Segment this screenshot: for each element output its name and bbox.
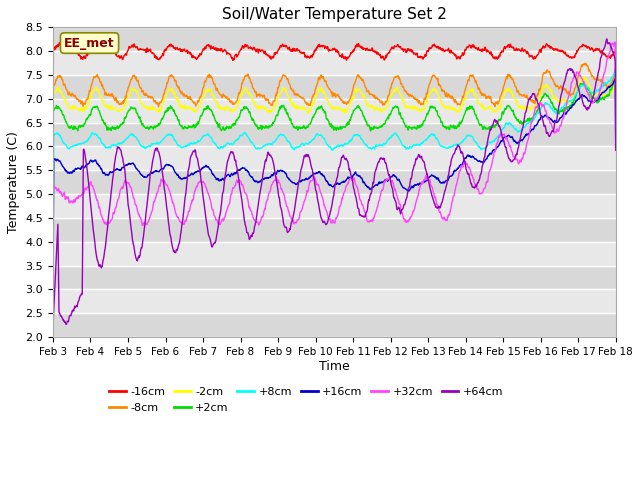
-8cm — [310, 92, 317, 97]
X-axis label: Time: Time — [319, 360, 349, 372]
-2cm — [310, 99, 317, 105]
+32cm — [116, 192, 124, 198]
+2cm — [93, 104, 100, 110]
+64cm — [116, 144, 124, 150]
-2cm — [116, 108, 124, 114]
Line: +32cm: +32cm — [53, 42, 616, 267]
-16cm — [300, 49, 308, 55]
Bar — [53, 146, 616, 170]
+8cm — [93, 132, 100, 138]
+16cm — [310, 170, 317, 176]
+64cm — [288, 219, 296, 225]
+32cm — [369, 217, 377, 223]
-2cm — [288, 100, 296, 106]
+8cm — [612, 142, 620, 147]
+8cm — [369, 144, 377, 150]
-8cm — [300, 96, 307, 101]
+2cm — [611, 76, 619, 82]
+16cm — [611, 76, 619, 82]
-2cm — [369, 105, 377, 111]
-2cm — [49, 262, 57, 268]
Bar — [53, 242, 616, 265]
+32cm — [310, 175, 317, 180]
+64cm — [49, 356, 57, 362]
-8cm — [612, 67, 620, 73]
+8cm — [611, 68, 619, 74]
-8cm — [116, 102, 124, 108]
Bar — [53, 122, 616, 146]
-16cm — [612, 46, 620, 51]
+2cm — [612, 76, 620, 82]
+16cm — [288, 179, 296, 185]
Legend: -16cm, -8cm, -2cm, +2cm, +8cm, +16cm, +32cm, +64cm: -16cm, -8cm, -2cm, +2cm, +8cm, +16cm, +3… — [104, 383, 508, 417]
Line: +16cm: +16cm — [53, 79, 616, 296]
-2cm — [300, 104, 307, 110]
+32cm — [288, 216, 296, 222]
-8cm — [93, 73, 100, 79]
+16cm — [612, 137, 620, 143]
+16cm — [49, 293, 57, 299]
+16cm — [116, 167, 124, 173]
Line: -8cm: -8cm — [53, 63, 616, 259]
Text: EE_met: EE_met — [64, 36, 115, 49]
-8cm — [288, 86, 296, 92]
Title: Soil/Water Temperature Set 2: Soil/Water Temperature Set 2 — [222, 7, 447, 22]
+32cm — [612, 127, 620, 132]
Line: -2cm: -2cm — [53, 76, 616, 265]
-8cm — [369, 92, 377, 98]
+32cm — [611, 39, 619, 45]
Bar — [53, 51, 616, 75]
+32cm — [93, 196, 100, 202]
+2cm — [288, 121, 296, 127]
-16cm — [56, 40, 63, 46]
+2cm — [116, 124, 124, 130]
+64cm — [369, 180, 377, 185]
-2cm — [93, 85, 100, 91]
Bar — [53, 194, 616, 218]
+64cm — [612, 147, 620, 153]
+16cm — [300, 177, 307, 183]
-16cm — [370, 48, 378, 54]
Bar — [53, 265, 616, 289]
-16cm — [49, 239, 57, 245]
Bar — [53, 99, 616, 122]
Line: -16cm: -16cm — [53, 43, 616, 242]
-16cm — [288, 48, 296, 53]
+8cm — [288, 144, 296, 150]
-16cm — [310, 50, 317, 56]
Bar — [53, 313, 616, 337]
+2cm — [300, 124, 307, 130]
+8cm — [49, 282, 57, 288]
Bar — [53, 170, 616, 194]
+32cm — [300, 202, 307, 207]
-16cm — [116, 55, 124, 61]
Bar — [53, 218, 616, 242]
+8cm — [116, 140, 124, 146]
+2cm — [369, 126, 377, 132]
+16cm — [369, 184, 377, 190]
Bar — [53, 75, 616, 99]
+16cm — [93, 159, 100, 165]
Line: +8cm: +8cm — [53, 71, 616, 285]
Line: +2cm: +2cm — [53, 79, 616, 272]
Bar — [53, 27, 616, 51]
+32cm — [49, 264, 57, 270]
+64cm — [603, 36, 611, 42]
-8cm — [580, 60, 588, 66]
Y-axis label: Temperature (C): Temperature (C) — [7, 131, 20, 233]
Bar — [53, 289, 616, 313]
-8cm — [49, 256, 57, 262]
+8cm — [310, 136, 317, 142]
+2cm — [310, 114, 317, 120]
+64cm — [310, 175, 317, 181]
-2cm — [579, 73, 586, 79]
+8cm — [300, 142, 307, 147]
+64cm — [300, 157, 307, 163]
-2cm — [612, 80, 620, 85]
+64cm — [93, 253, 100, 259]
+2cm — [49, 269, 57, 275]
-16cm — [93, 44, 100, 50]
Line: +64cm: +64cm — [53, 39, 616, 359]
